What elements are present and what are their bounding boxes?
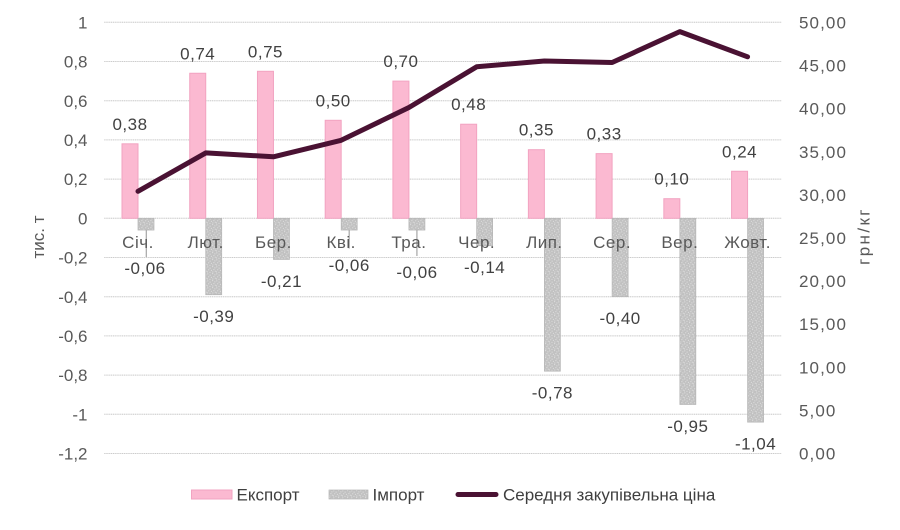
svg-text:-1,2: -1,2 [58,445,87,464]
svg-text:0,38: 0,38 [112,115,147,134]
svg-text:0,6: 0,6 [64,92,88,111]
svg-text:-0,4: -0,4 [58,288,87,307]
svg-text:Кві.: Кві. [326,233,355,252]
svg-text:35,00: 35,00 [799,143,847,162]
svg-text:Жовт.: Жовт. [724,233,771,252]
svg-text:Січ.: Січ. [122,233,154,252]
svg-text:Імпорт: Імпорт [373,485,425,504]
svg-text:-1,04: -1,04 [735,434,776,453]
svg-text:0,2: 0,2 [64,170,88,189]
svg-text:0,4: 0,4 [64,131,88,150]
svg-text:Лип.: Лип. [526,233,563,252]
svg-text:0,24: 0,24 [722,142,757,161]
svg-text:25,00: 25,00 [799,229,847,248]
svg-text:0,33: 0,33 [587,125,622,144]
svg-text:Вер.: Вер. [661,233,698,252]
svg-text:0,10: 0,10 [654,170,689,189]
svg-text:-0,2: -0,2 [58,249,87,268]
svg-text:0,35: 0,35 [519,121,554,140]
svg-text:45,00: 45,00 [799,57,847,76]
svg-text:-0,06: -0,06 [124,259,165,278]
svg-text:-0,78: -0,78 [532,383,573,402]
svg-text:-0,8: -0,8 [58,366,87,385]
svg-text:-0,39: -0,39 [193,307,234,326]
svg-text:0,8: 0,8 [64,53,88,72]
svg-text:40,00: 40,00 [799,100,847,119]
svg-text:0,50: 0,50 [316,91,351,110]
svg-text:50,00: 50,00 [799,13,847,32]
svg-text:-0,06: -0,06 [329,256,370,275]
svg-text:Середня закупівельна ціна: Середня закупівельна ціна [503,485,716,504]
svg-text:-1: -1 [72,405,87,424]
svg-text:Лют.: Лют. [188,233,224,252]
svg-text:0: 0 [78,209,87,228]
svg-text:Експорт: Експорт [237,485,300,504]
svg-text:-0,21: -0,21 [261,272,302,291]
svg-text:Чер.: Чер. [458,233,495,252]
svg-text:0,74: 0,74 [180,44,215,63]
svg-text:20,00: 20,00 [799,272,847,291]
svg-text:грн/кг: грн/кг [855,207,874,265]
svg-text:тис. т: тис. т [29,215,48,258]
svg-text:30,00: 30,00 [799,186,847,205]
svg-text:Тра.: Тра. [391,233,426,252]
svg-text:5,00: 5,00 [799,401,837,420]
svg-text:0,48: 0,48 [451,95,486,114]
svg-text:-0,06: -0,06 [396,263,437,282]
svg-text:-0,95: -0,95 [667,417,708,436]
svg-text:0,00: 0,00 [799,445,837,464]
svg-text:0,70: 0,70 [383,52,418,71]
svg-text:-0,40: -0,40 [599,309,640,328]
svg-text:15,00: 15,00 [799,315,847,334]
svg-text:Бер.: Бер. [255,233,292,252]
svg-text:10,00: 10,00 [799,358,847,377]
svg-text:-0,6: -0,6 [58,327,87,346]
svg-text:-0,14: -0,14 [464,258,505,277]
svg-text:1: 1 [78,13,87,32]
svg-text:0,75: 0,75 [248,42,283,61]
svg-text:Сер.: Сер. [593,233,631,252]
